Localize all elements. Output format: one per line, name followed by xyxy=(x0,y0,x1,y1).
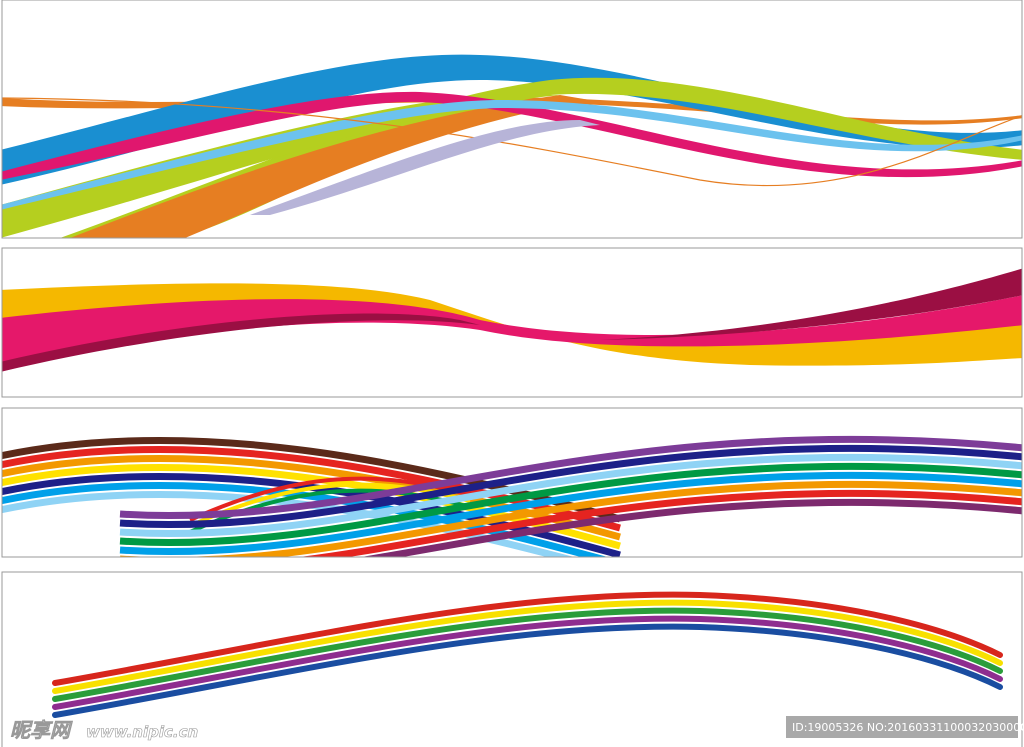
panel-1 xyxy=(2,54,1022,238)
ribbon xyxy=(2,313,480,372)
ribbon xyxy=(70,95,590,238)
panel-4 xyxy=(55,595,1000,715)
ribbon xyxy=(2,97,1022,187)
ribbon xyxy=(60,77,1022,238)
ribbon xyxy=(2,100,1022,210)
panel-frame xyxy=(1,247,1023,398)
ribbon xyxy=(2,54,1022,185)
panel-frame xyxy=(1,571,1023,747)
ribbon xyxy=(600,268,1022,340)
panel-frame xyxy=(1,0,1023,239)
ribbon xyxy=(2,295,1022,372)
ribbon xyxy=(2,91,1022,180)
ribbon xyxy=(250,120,600,215)
watermark-id: ID:19005326 NO:20160331100032030000 xyxy=(792,721,1024,734)
watermark-logo: 昵享网 xyxy=(10,718,73,742)
panel-2 xyxy=(2,268,1022,372)
watermark-id-box xyxy=(786,716,1018,738)
panel-3 xyxy=(0,439,1024,578)
watermark-url: www.nipic.cn xyxy=(86,723,198,741)
panel-frame xyxy=(1,407,1023,558)
